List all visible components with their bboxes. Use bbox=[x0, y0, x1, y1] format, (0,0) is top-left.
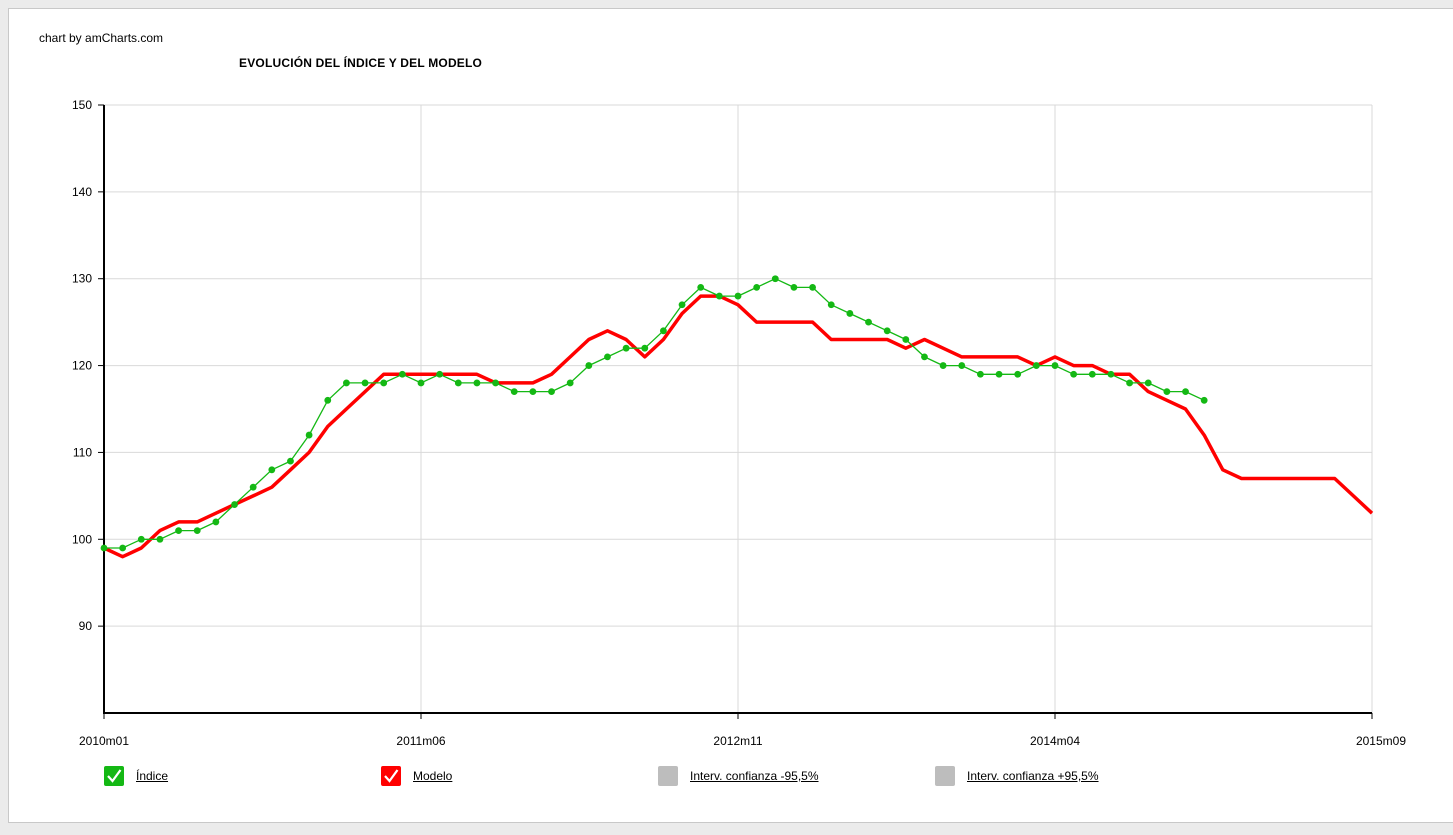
data-point-indice bbox=[343, 379, 350, 387]
data-point-indice bbox=[324, 396, 332, 404]
legend-marker-indice bbox=[104, 766, 124, 786]
series-line-modelo bbox=[103, 294, 1374, 559]
data-point-indice bbox=[715, 292, 723, 300]
data-point-indice bbox=[641, 344, 649, 352]
legend-label-interval-upper: Interv. confianza +95,5% bbox=[967, 769, 1099, 783]
amcharts-credit-link[interactable]: chart by amCharts.com bbox=[39, 31, 164, 45]
data-point-indice bbox=[231, 501, 238, 508]
data-point-indice bbox=[119, 544, 127, 552]
grid-lines bbox=[104, 104, 1373, 713]
data-point-indice bbox=[417, 379, 425, 387]
data-point-indice bbox=[809, 284, 816, 291]
data-point-indice bbox=[1126, 379, 1133, 387]
data-point-indice bbox=[678, 301, 686, 309]
series-lines bbox=[100, 275, 1374, 559]
legend-marker-interval-upper bbox=[935, 766, 955, 786]
data-point-indice bbox=[865, 318, 872, 326]
data-point-indice bbox=[249, 483, 257, 491]
data-point-indice bbox=[604, 353, 611, 361]
data-point-indice bbox=[1014, 370, 1022, 378]
data-point-indice bbox=[660, 327, 667, 335]
data-point-indice bbox=[1182, 388, 1189, 396]
data-point-indice bbox=[921, 353, 928, 361]
data-point-indice bbox=[175, 527, 182, 534]
data-point-indice bbox=[1107, 370, 1115, 378]
x-tick-label: 2015m09 bbox=[1356, 734, 1406, 748]
data-point-indice bbox=[156, 535, 164, 543]
data-point-indice bbox=[753, 284, 761, 291]
axes bbox=[98, 104, 1373, 719]
data-point-indice bbox=[492, 379, 499, 387]
y-tick-label: 120 bbox=[72, 359, 92, 373]
legend-item-modelo[interactable]: Modelo bbox=[381, 765, 452, 787]
x-tick-label: 2010m01 bbox=[79, 734, 129, 748]
data-point-indice bbox=[566, 379, 574, 387]
data-point-indice bbox=[305, 431, 313, 439]
check-icon bbox=[384, 769, 399, 783]
x-axis-tick-labels: 2010m01 2011m06 2012m11 2014m04 2015m09 bbox=[79, 734, 1406, 748]
data-point-indice bbox=[1163, 388, 1171, 396]
data-point-indice bbox=[529, 388, 537, 396]
data-point-indice bbox=[622, 344, 630, 352]
legend-label-modelo: Modelo bbox=[413, 769, 453, 783]
data-point-indice bbox=[771, 275, 779, 283]
data-point-indice bbox=[398, 370, 406, 378]
legend-item-interval-lower[interactable]: Interv. confianza -95,5% bbox=[658, 765, 819, 787]
data-point-indice bbox=[883, 327, 891, 335]
y-tick-label: 100 bbox=[72, 532, 92, 546]
legend-marker-interval-lower bbox=[658, 766, 678, 786]
data-point-indice bbox=[1088, 370, 1096, 378]
data-point-indice bbox=[510, 388, 518, 396]
data-point-indice bbox=[268, 466, 276, 474]
data-point-indice bbox=[436, 370, 444, 378]
data-point-indice bbox=[995, 370, 1003, 378]
data-point-indice bbox=[1032, 362, 1040, 369]
data-point-indice bbox=[1144, 379, 1152, 387]
data-point-indice bbox=[1200, 396, 1208, 404]
legend-marker-modelo bbox=[381, 766, 401, 786]
data-point-indice bbox=[473, 379, 481, 387]
chart-title: EVOLUCIÓN DEL ÍNDICE Y DEL MODELO bbox=[239, 56, 483, 70]
legend-label-interval-lower: Interv. confianza -95,5% bbox=[690, 769, 819, 783]
data-point-indice bbox=[212, 518, 220, 526]
data-point-indice bbox=[958, 362, 966, 369]
legend-item-indice[interactable]: Índice bbox=[104, 765, 168, 787]
data-point-indice bbox=[380, 379, 388, 387]
legend-label-indice: Índice bbox=[136, 769, 169, 783]
data-point-indice bbox=[939, 362, 947, 369]
chart-panel bbox=[8, 8, 1453, 823]
y-tick-label: 140 bbox=[72, 185, 92, 199]
data-point-indice bbox=[361, 379, 369, 387]
data-point-indice bbox=[100, 544, 108, 552]
data-point-indice bbox=[548, 388, 555, 396]
data-point-indice bbox=[137, 535, 145, 543]
data-point-indice bbox=[287, 457, 294, 465]
data-point-indice bbox=[585, 362, 593, 369]
data-point-indice bbox=[193, 527, 201, 534]
y-axis-tick-labels: 90 100 110 120 130 140 150 bbox=[72, 98, 92, 633]
y-tick-label: 110 bbox=[73, 445, 92, 459]
data-point-indice bbox=[827, 301, 835, 309]
data-point-indice bbox=[790, 284, 798, 291]
y-tick-label: 150 bbox=[72, 98, 92, 112]
y-tick-label: 130 bbox=[72, 272, 92, 286]
legend-item-interval-upper[interactable]: Interv. confianza +95,5% bbox=[935, 765, 1099, 787]
x-tick-label: 2011m06 bbox=[396, 734, 445, 748]
data-point-indice bbox=[846, 310, 854, 317]
check-icon bbox=[107, 769, 122, 783]
y-tick-label: 90 bbox=[79, 619, 93, 633]
data-point-indice bbox=[1070, 370, 1078, 378]
data-point-indice bbox=[697, 284, 705, 291]
data-point-indice bbox=[1051, 362, 1059, 369]
x-tick-label: 2012m11 bbox=[713, 734, 762, 748]
data-point-indice bbox=[902, 336, 910, 343]
data-point-indice bbox=[454, 379, 462, 387]
series-line-indice bbox=[104, 278, 1205, 549]
data-point-indice bbox=[977, 370, 984, 378]
data-point-indice bbox=[734, 292, 742, 300]
x-tick-label: 2014m04 bbox=[1030, 734, 1080, 748]
